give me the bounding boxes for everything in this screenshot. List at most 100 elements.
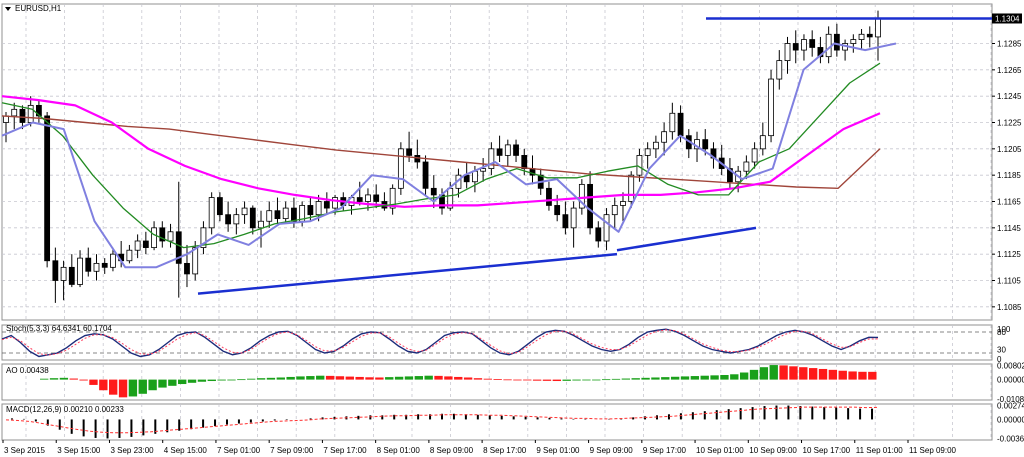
candle[interactable]: [504, 139, 511, 166]
candle[interactable]: [44, 111, 51, 268]
candle[interactable]: [225, 201, 232, 232]
candle[interactable]: [636, 148, 643, 182]
candle[interactable]: [77, 250, 83, 288]
awesome-oscillator-panel[interactable]: [40, 365, 877, 398]
macd-signal-line[interactable]: [5, 406, 879, 434]
stochastic-panel[interactable]: [1, 328, 992, 358]
candle[interactable]: [216, 192, 223, 222]
candle[interactable]: [192, 241, 199, 281]
ma-mid-line[interactable]: [1, 95, 881, 208]
ao-bar: [690, 376, 700, 380]
candle[interactable]: [620, 192, 626, 222]
candle-body: [68, 266, 75, 285]
candle[interactable]: [365, 188, 371, 211]
candle[interactable]: [652, 135, 659, 159]
candle[interactable]: [233, 208, 240, 235]
candle[interactable]: [323, 192, 330, 215]
ao-bar: [444, 376, 453, 380]
ao-bar: [700, 375, 709, 380]
candle[interactable]: [200, 221, 207, 255]
main-price-panel[interactable]: [1, 10, 992, 303]
time-tick-label: 9 Sep 17:00: [643, 446, 687, 455]
candle[interactable]: [759, 122, 766, 156]
candle[interactable]: [397, 142, 404, 195]
candle[interactable]: [60, 260, 67, 301]
candle[interactable]: [776, 50, 783, 90]
candle[interactable]: [661, 122, 668, 156]
candle[interactable]: [669, 102, 676, 140]
candle[interactable]: [546, 181, 552, 211]
candle[interactable]: [241, 201, 248, 224]
candle[interactable]: [751, 142, 758, 169]
candle[interactable]: [274, 197, 281, 224]
candle[interactable]: [208, 192, 215, 235]
candle[interactable]: [422, 155, 429, 195]
candle[interactable]: [101, 258, 108, 274]
candle[interactable]: [159, 221, 166, 248]
stoch-signal-line[interactable]: [1, 329, 879, 356]
ao-bar: [148, 379, 157, 391]
candle[interactable]: [85, 247, 92, 277]
candle-body: [554, 205, 561, 216]
candle[interactable]: [167, 223, 174, 248]
collapse-triangle-icon[interactable]: [5, 7, 11, 11]
candle[interactable]: [595, 221, 602, 248]
ao-title: AO 0.00438: [6, 366, 49, 375]
candle[interactable]: [68, 254, 75, 288]
candle[interactable]: [93, 254, 100, 281]
candle[interactable]: [151, 221, 157, 251]
ao-bar: [40, 378, 49, 380]
candle[interactable]: [110, 247, 116, 272]
trendline[interactable]: [197, 252, 618, 295]
ao-bar: [365, 377, 374, 380]
ma-fast-line[interactable]: [1, 62, 881, 249]
stoch-main-line[interactable]: [1, 328, 879, 358]
candle[interactable]: [570, 201, 577, 248]
trendline[interactable]: [616, 226, 757, 252]
candle[interactable]: [266, 201, 273, 228]
candle[interactable]: [792, 30, 799, 64]
candle[interactable]: [850, 34, 857, 53]
time-tick-label: 10 Sep 17:00: [803, 446, 851, 455]
price-tick-label: 1.1145: [997, 224, 1021, 233]
ao-bar: [680, 376, 690, 380]
candle[interactable]: [603, 208, 610, 251]
candle[interactable]: [858, 29, 865, 51]
candle[interactable]: [801, 34, 807, 61]
candle[interactable]: [809, 30, 816, 57]
candle[interactable]: [496, 135, 503, 162]
candle[interactable]: [628, 171, 635, 209]
candle[interactable]: [488, 142, 495, 176]
candle[interactable]: [11, 102, 18, 130]
candle[interactable]: [644, 142, 651, 169]
candle-body: [562, 214, 569, 229]
macd-panel[interactable]: [5, 405, 879, 439]
candle[interactable]: [587, 171, 593, 235]
candle[interactable]: [768, 69, 774, 143]
ma-slow-line[interactable]: [1, 115, 881, 190]
candle[interactable]: [833, 23, 840, 57]
candle[interactable]: [562, 201, 569, 235]
candle[interactable]: [142, 231, 149, 255]
candle[interactable]: [513, 139, 519, 162]
candle[interactable]: [866, 26, 873, 48]
candle[interactable]: [356, 181, 363, 206]
candle[interactable]: [389, 184, 396, 215]
candle[interactable]: [126, 244, 133, 264]
candle-body: [875, 18, 881, 38]
candle[interactable]: [282, 201, 289, 224]
candle[interactable]: [430, 175, 437, 209]
candle[interactable]: [611, 197, 618, 228]
candle[interactable]: [784, 36, 791, 74]
candle[interactable]: [52, 247, 59, 303]
candle[interactable]: [175, 181, 182, 298]
ma-fastest-line[interactable]: [1, 42, 897, 269]
ao-bar: [247, 378, 256, 380]
candle-body: [422, 161, 429, 189]
candle[interactable]: [184, 244, 190, 288]
candle[interactable]: [480, 158, 487, 182]
candle[interactable]: [249, 205, 256, 235]
ao-bar: [335, 376, 345, 380]
candle[interactable]: [134, 234, 141, 259]
